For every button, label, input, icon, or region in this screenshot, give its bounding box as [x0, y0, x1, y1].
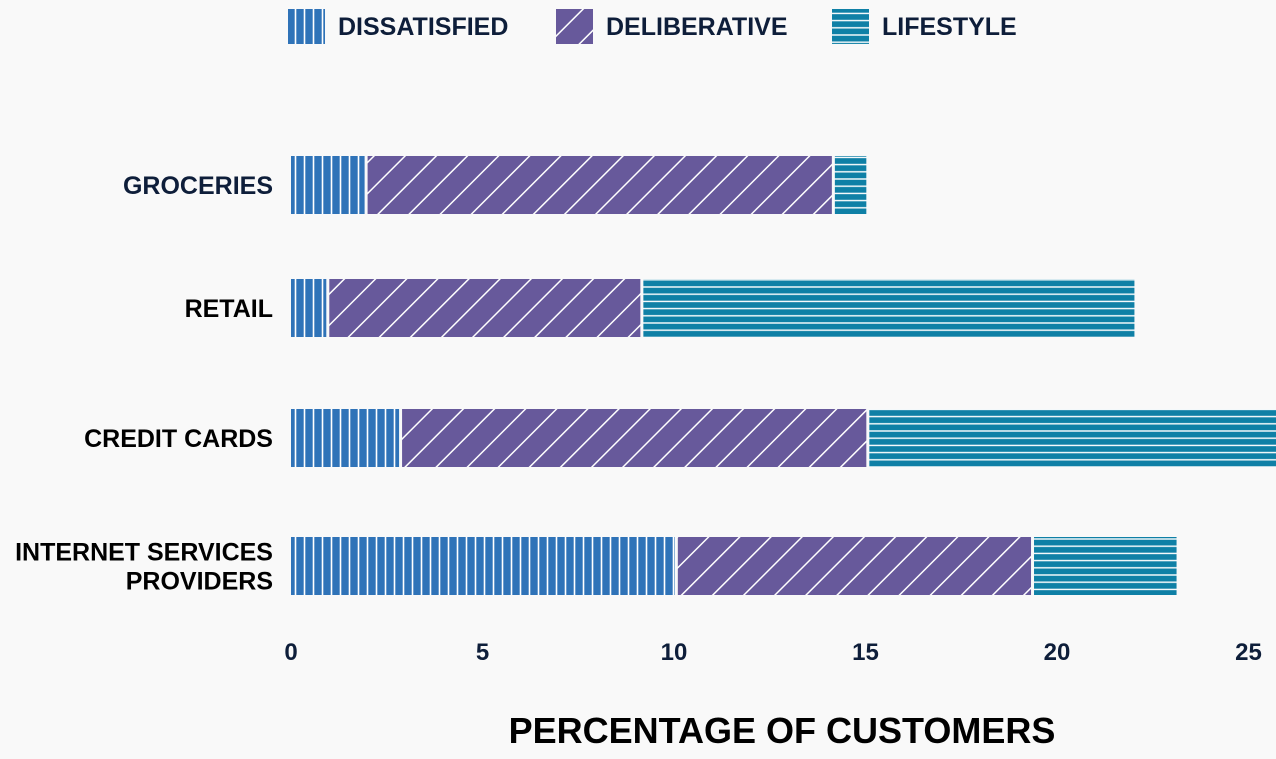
category-label-retail: RETAIL: [185, 295, 273, 323]
category-label-credit-cards: CREDIT CARDS: [84, 425, 273, 453]
bar-retail-deliberative: [329, 279, 641, 337]
x-tick-20: 20: [1044, 639, 1071, 666]
bar-retail-dissatisfied: [291, 279, 327, 337]
legend-label-deliberative: DELIBERATIVE: [606, 13, 788, 41]
legend-swatch-deliberative: [556, 9, 593, 44]
category-label-internet-services-providers-line-1: INTERNET SERVICES: [15, 539, 273, 567]
category-labels: GROCERIES RETAIL CREDIT CARDS INTERNET SERV…: [15, 172, 273, 596]
category-label-internet-services-providers-line-2: PROVIDERS: [126, 568, 273, 596]
bars: [291, 156, 1276, 595]
legend-label-dissatisfied: DISSATISFIED: [338, 13, 508, 41]
legend-swatch-dissatisfied: [288, 9, 325, 44]
x-tick-10: 10: [661, 639, 688, 666]
x-axis-title: PERCENTAGE OF CUSTOMERS: [509, 710, 1056, 751]
x-tick-5: 5: [476, 639, 489, 666]
bar-groceries-dissatisfied: [291, 156, 365, 214]
category-label-groceries: GROCERIES: [123, 172, 273, 200]
bar-internet-services-providers-lifestyle: [1034, 537, 1177, 595]
bar-groceries-deliberative: [367, 156, 832, 214]
x-tick-25: 25: [1235, 639, 1262, 666]
x-tick-15: 15: [852, 639, 879, 666]
legend: DISSATISFIED DELIBERATIVE LIFESTYLE: [288, 9, 1017, 44]
bar-credit-cards-lifestyle: [869, 409, 1276, 467]
bar-retail-lifestyle: [643, 279, 1135, 337]
legend-swatch-lifestyle: [832, 9, 869, 44]
bar-internet-services-providers-dissatisfied: [291, 537, 675, 595]
bar-groceries-lifestyle: [834, 156, 867, 214]
bar-credit-cards-dissatisfied: [291, 409, 400, 467]
bar-internet-services-providers-deliberative: [677, 537, 1032, 595]
legend-label-lifestyle: LIFESTYLE: [882, 13, 1017, 41]
x-tick-0: 0: [284, 639, 297, 666]
bar-credit-cards-deliberative: [402, 409, 867, 467]
x-axis: 0 5 10 15 20 25: [284, 639, 1262, 666]
